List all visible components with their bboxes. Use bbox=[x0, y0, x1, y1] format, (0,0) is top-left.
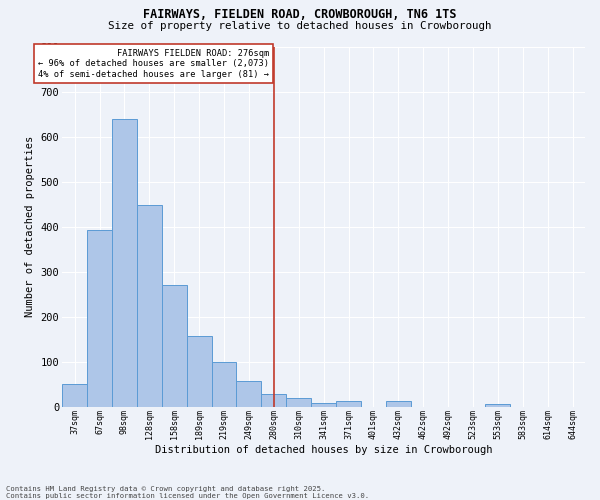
X-axis label: Distribution of detached houses by size in Crowborough: Distribution of detached houses by size … bbox=[155, 445, 493, 455]
Bar bbox=[311, 403, 336, 406]
Y-axis label: Number of detached properties: Number of detached properties bbox=[25, 136, 35, 317]
Bar bbox=[137, 206, 162, 406]
Bar bbox=[162, 284, 187, 406]
Text: Contains HM Land Registry data © Crown copyright and database right 2025.
Contai: Contains HM Land Registry data © Crown c… bbox=[6, 486, 369, 499]
Bar bbox=[386, 402, 411, 406]
Text: FAIRWAYS FIELDEN ROAD: 276sqm
← 96% of detached houses are smaller (2,073)
4% of: FAIRWAYS FIELDEN ROAD: 276sqm ← 96% of d… bbox=[38, 49, 269, 78]
Text: FAIRWAYS, FIELDEN ROAD, CROWBOROUGH, TN6 1TS: FAIRWAYS, FIELDEN ROAD, CROWBOROUGH, TN6… bbox=[143, 8, 457, 20]
Text: Size of property relative to detached houses in Crowborough: Size of property relative to detached ho… bbox=[108, 21, 492, 31]
Bar bbox=[286, 398, 311, 406]
Bar bbox=[262, 394, 286, 406]
Bar bbox=[112, 120, 137, 406]
Bar bbox=[485, 404, 511, 406]
Bar bbox=[336, 401, 361, 406]
Bar bbox=[62, 384, 87, 406]
Bar bbox=[187, 336, 212, 406]
Bar bbox=[87, 230, 112, 406]
Bar bbox=[236, 381, 262, 406]
Bar bbox=[212, 362, 236, 406]
